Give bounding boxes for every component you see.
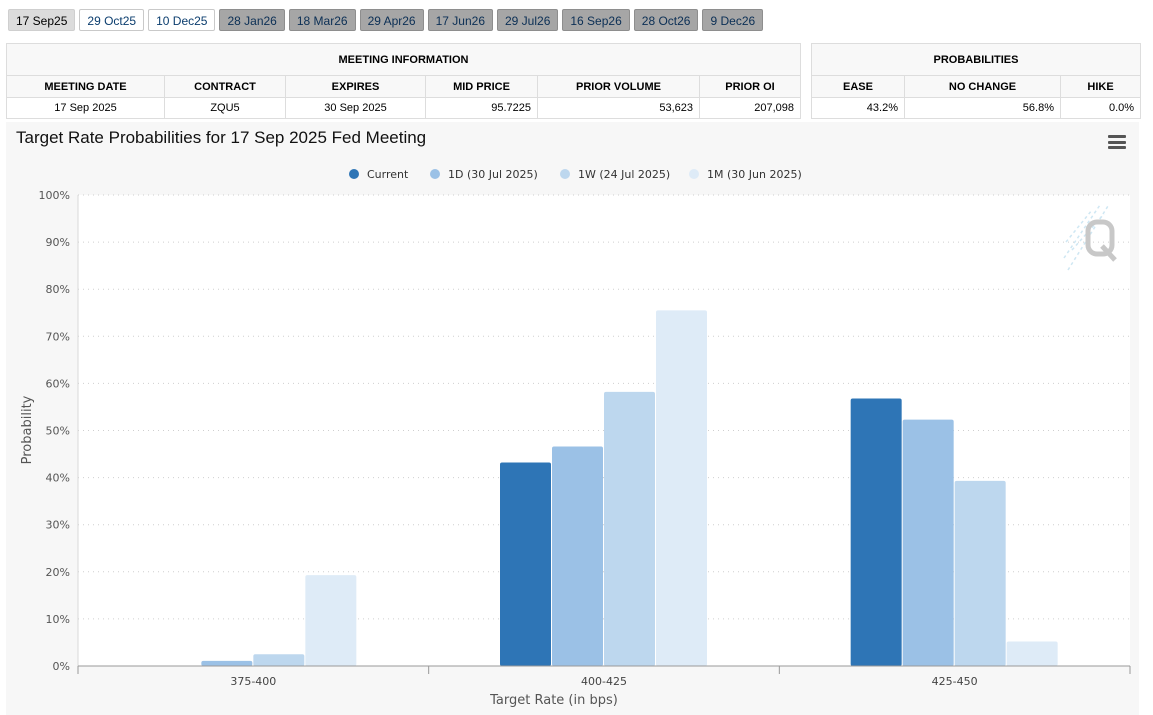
tab-meeting[interactable]: 29 Apr26 [359,9,424,31]
bar[interactable] [552,446,603,666]
meeting-date-header: MEETING DATE [6,75,165,98]
bar[interactable] [253,654,305,666]
tab-meeting[interactable]: 16 Sep26 [562,9,630,31]
bar[interactable] [201,660,253,666]
expires-value: 30 Sep 2025 [285,97,426,119]
x-tick-label: 400-425 [581,675,627,688]
prior-oi-value: 207,098 [699,97,801,119]
y-tick-label: 90% [46,236,70,249]
bar[interactable] [1006,641,1058,666]
mid-price-header: MID PRICE [425,75,538,98]
y-tick-label: 30% [46,519,70,532]
tab-meeting[interactable]: 17 Jun26 [427,9,493,31]
mid-price-value: 95.7225 [425,97,538,119]
legend-label[interactable]: Current [367,168,409,181]
tab-meeting[interactable]: 29 Oct25 [79,9,145,31]
contract-value: ZQU5 [164,97,286,119]
prior-volume-header: PRIOR VOLUME [537,75,700,98]
y-tick-label: 20% [46,566,70,579]
y-tick-label: 60% [46,377,70,390]
y-tick-label: 50% [46,425,70,438]
bar[interactable] [902,419,954,666]
y-tick-label: 0% [53,660,70,673]
legend-marker[interactable] [560,169,570,179]
no-change-value: 56.8% [904,97,1061,119]
no-change-header: NO CHANGE [904,75,1061,98]
hike-header: HIKE [1059,75,1142,98]
probabilities-table: PROBABILITIES EASE NO CHANGE HIKE 43.2% … [810,43,1142,119]
x-axis-title: Target Rate (in bps) [489,693,618,708]
meeting-tabs: 17 Sep25 29 Oct25 10 Dec25 28 Jan26 18 M… [8,9,764,31]
bar[interactable] [500,462,551,666]
meeting-information-table: MEETING INFORMATION MEETING DATE CONTRAC… [6,43,801,119]
tab-meeting[interactable]: 28 Jan26 [219,9,285,31]
expires-header: EXPIRES [285,75,426,98]
tab-meeting[interactable]: 17 Sep25 [8,9,76,31]
x-tick-label: 375-400 [230,675,276,688]
bar[interactable] [604,391,655,666]
legend-marker[interactable] [430,169,440,179]
contract-header: CONTRACT [164,75,286,98]
bar[interactable] [656,310,707,666]
tab-meeting[interactable]: 18 Mar26 [288,9,356,31]
ease-value: 43.2% [811,97,905,119]
prior-volume-value: 53,623 [537,97,700,119]
tab-meeting[interactable]: 29 Jul26 [497,9,559,31]
probabilities-title: PROBABILITIES [810,43,1142,76]
hamburger-menu-icon[interactable] [1108,135,1126,149]
tab-meeting[interactable]: 28 Oct26 [633,9,699,31]
chart-title: Target Rate Probabilities for 17 Sep 202… [16,128,427,147]
legend-marker[interactable] [349,169,359,179]
legend-label[interactable]: 1M (30 Jun 2025) [707,168,802,181]
quikstrike-q-logo [1063,204,1117,271]
hike-value: 0.0% [1059,97,1142,119]
meeting-information-title: MEETING INFORMATION [6,43,801,76]
y-tick-label: 80% [46,283,70,296]
bar[interactable] [850,398,902,666]
y-tick-label: 10% [46,613,70,626]
y-tick-label: 40% [46,472,70,485]
y-tick-label: 100% [39,189,70,202]
prior-oi-header: PRIOR OI [699,75,801,98]
legend-label[interactable]: 1D (30 Jul 2025) [448,168,538,181]
bar[interactable] [954,480,1006,666]
x-tick-label: 425-450 [932,675,978,688]
legend-marker[interactable] [689,169,699,179]
y-tick-label: 70% [46,330,70,343]
tab-meeting[interactable]: 10 Dec25 [148,9,216,31]
bar[interactable] [305,575,357,666]
y-axis-title: Probability [20,395,35,464]
legend-label[interactable]: 1W (24 Jul 2025) [578,168,670,181]
tab-meeting[interactable]: 9 Dec26 [702,9,764,31]
meeting-date-value: 17 Sep 2025 [6,97,165,119]
